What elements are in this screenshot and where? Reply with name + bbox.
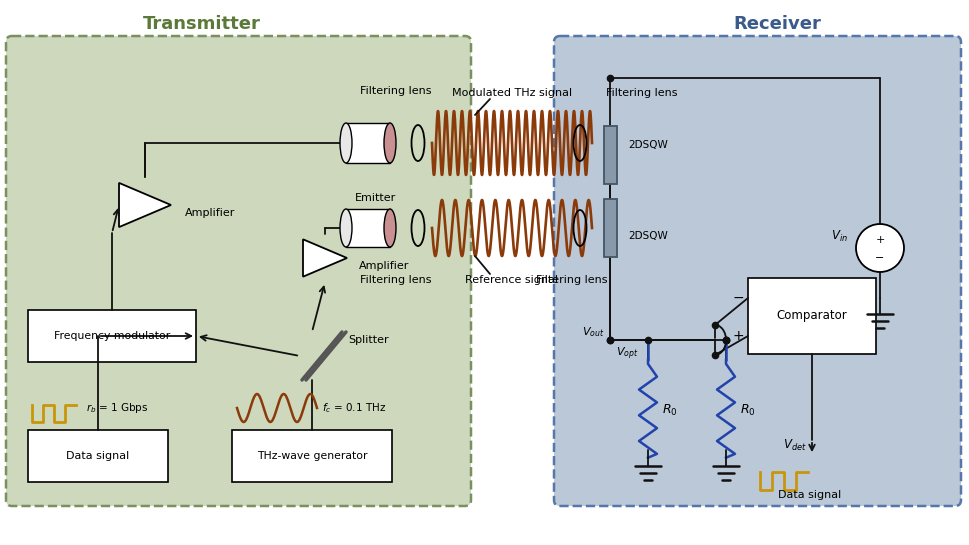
- Ellipse shape: [340, 123, 352, 163]
- Text: Emitter: Emitter: [355, 193, 396, 203]
- Text: Data signal: Data signal: [66, 451, 130, 461]
- Circle shape: [855, 224, 903, 272]
- Polygon shape: [119, 183, 171, 227]
- Text: Amplifier: Amplifier: [185, 208, 235, 218]
- Text: $V_{det}$: $V_{det}$: [782, 438, 806, 452]
- Text: 2DSQW: 2DSQW: [627, 140, 667, 150]
- Bar: [28, 430, 168, 482]
- Bar: [28, 310, 196, 362]
- Ellipse shape: [340, 209, 352, 247]
- Text: 2DSQW: 2DSQW: [627, 231, 667, 241]
- Text: Modulated THz signal: Modulated THz signal: [452, 88, 572, 98]
- Ellipse shape: [384, 209, 395, 247]
- Text: Comparator: Comparator: [776, 310, 847, 323]
- Text: $R_0$: $R_0$: [661, 402, 677, 417]
- Text: Reference signal: Reference signal: [465, 275, 558, 285]
- Bar: [604, 126, 616, 184]
- FancyBboxPatch shape: [6, 36, 471, 506]
- Text: −: −: [732, 291, 743, 305]
- Bar: [232, 430, 391, 482]
- Text: Frequency modulator: Frequency modulator: [54, 331, 170, 341]
- Text: Splitter: Splitter: [348, 335, 389, 345]
- Text: Receiver: Receiver: [733, 15, 821, 33]
- Bar: [604, 199, 616, 257]
- Text: Transmitter: Transmitter: [143, 15, 261, 33]
- Text: THz-wave generator: THz-wave generator: [257, 451, 367, 461]
- Polygon shape: [302, 239, 347, 277]
- Text: −: −: [874, 253, 884, 263]
- Text: Filtering lens: Filtering lens: [359, 86, 431, 96]
- Text: $f_c$ = 0.1 THz: $f_c$ = 0.1 THz: [322, 401, 386, 415]
- Bar: [346, 209, 390, 247]
- Text: $V_{in}$: $V_{in}$: [830, 228, 847, 244]
- Text: Filtering lens: Filtering lens: [359, 275, 431, 285]
- Text: Data signal: Data signal: [777, 490, 841, 500]
- Text: $R_0$: $R_0$: [739, 402, 755, 417]
- FancyBboxPatch shape: [553, 36, 960, 506]
- Text: $r_b$ = 1 Gbps: $r_b$ = 1 Gbps: [86, 401, 148, 415]
- Text: $V_{opt}$: $V_{opt}$: [615, 346, 638, 362]
- Text: +: +: [874, 235, 884, 245]
- Text: +: +: [732, 329, 743, 343]
- Text: Filtering lens: Filtering lens: [606, 88, 676, 98]
- Ellipse shape: [384, 123, 395, 163]
- Text: Amplifier: Amplifier: [359, 261, 409, 271]
- Text: $V_{out}$: $V_{out}$: [581, 325, 605, 339]
- Bar: [747, 278, 875, 354]
- Text: Filtering lens: Filtering lens: [536, 275, 608, 285]
- Bar: [346, 123, 390, 163]
